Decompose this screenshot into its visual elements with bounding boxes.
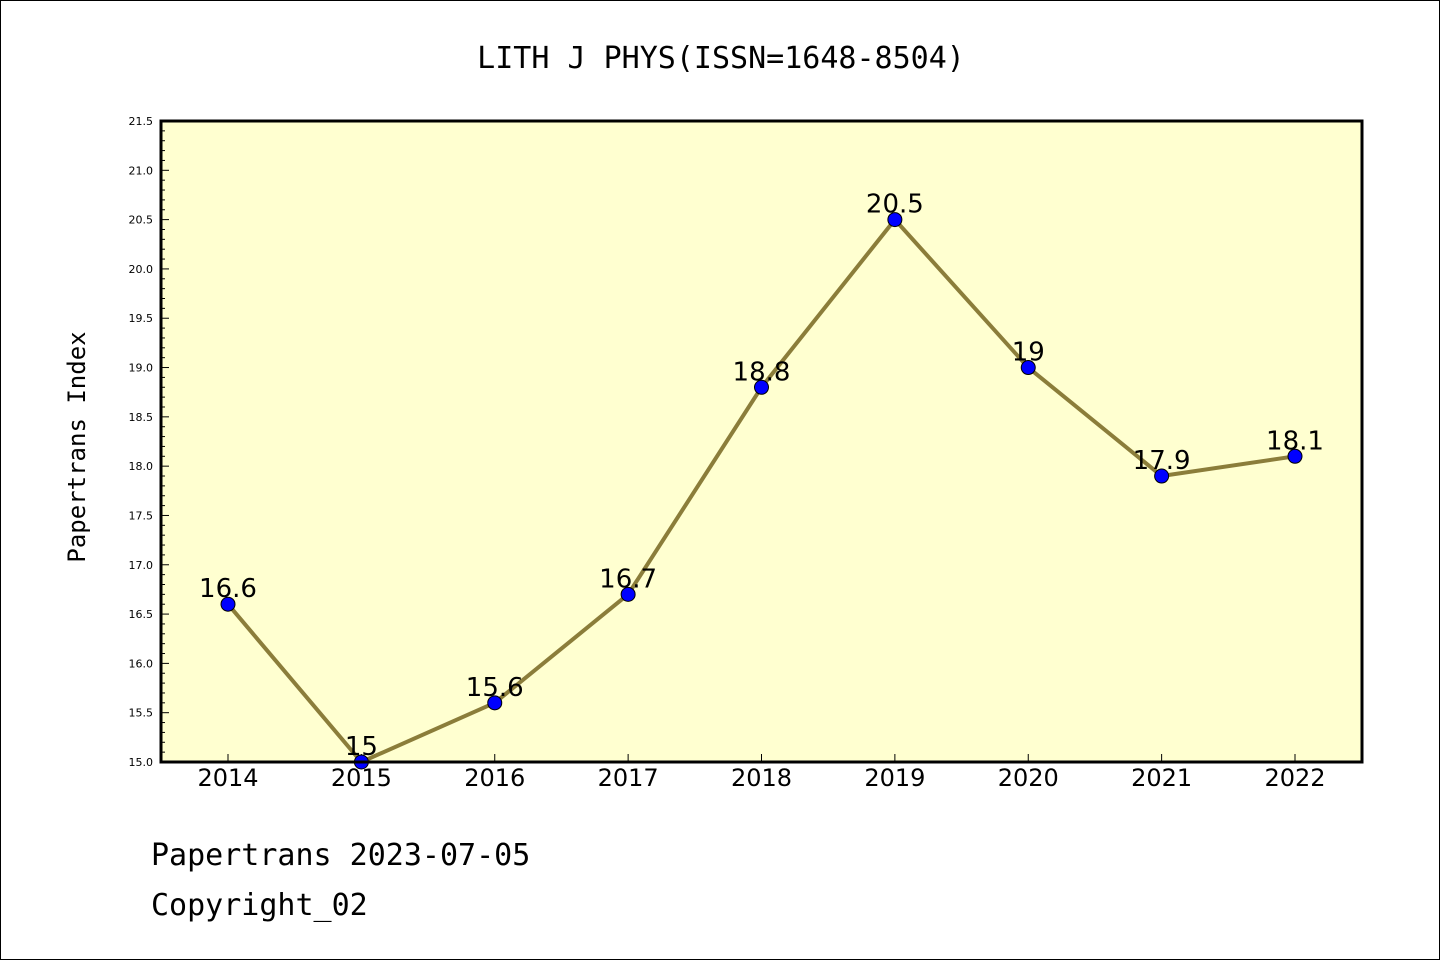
data-point-marker — [887, 212, 903, 228]
data-label: 20.5 — [866, 190, 924, 220]
x-tick-label: 2017 — [598, 764, 659, 792]
data-point-marker — [1020, 360, 1036, 376]
data-point-marker — [620, 586, 636, 602]
x-axis: 2014 2015 2016 2017 2018 2019 2020 2021 2022 — [197, 754, 1326, 792]
y-tick-label: 18.0 — [129, 460, 154, 473]
y-tick-label: 15.0 — [129, 756, 154, 769]
x-tick-label: 2014 — [197, 764, 258, 792]
x-tick-label: 2018 — [731, 764, 792, 792]
footer-source: Papertrans 2023-07-05 — [151, 838, 530, 873]
x-tick-label: 2020 — [998, 764, 1059, 792]
y-axis: 15.0 15.5 16.0 16.5 17.0 17.5 18.0 18.5 19.0 19.5… — [129, 115, 169, 769]
data-label: 17.9 — [1133, 446, 1191, 476]
data-label: 16.6 — [199, 574, 257, 604]
data-point-marker — [487, 695, 503, 711]
data-label: 18.8 — [733, 357, 791, 387]
y-tick-label: 17.5 — [129, 509, 154, 522]
data-label: 15.6 — [466, 673, 524, 703]
data-point-marker — [220, 596, 236, 612]
data-point-marker — [1154, 468, 1170, 484]
y-tick-label: 17.0 — [129, 559, 154, 572]
y-tick-label: 19.5 — [129, 312, 154, 325]
y-tick-label: 21.5 — [129, 115, 154, 128]
data-labels: 16.6 15 15.6 16.7 18.8 20.5 19 17.9 18.1 — [199, 190, 1324, 762]
x-tick-label: 2022 — [1264, 764, 1325, 792]
x-tick-label: 2021 — [1131, 764, 1192, 792]
y-tick-label: 15.5 — [129, 707, 154, 720]
series-line-group — [220, 212, 1303, 770]
data-point-marker — [754, 379, 769, 395]
data-label: 18.1 — [1266, 426, 1324, 456]
chart-title: LITH J PHYS(ISSN=1648-8504) — [477, 41, 965, 76]
plot-border — [159, 119, 1364, 764]
data-label: 16.7 — [599, 564, 657, 594]
plot-area — [161, 121, 1362, 762]
y-tick-label: 16.5 — [129, 608, 154, 621]
x-tick-label: 2016 — [464, 764, 525, 792]
y-axis-label: Papertrans Index — [63, 331, 91, 562]
data-label: 15 — [345, 732, 378, 762]
y-tick-label: 19.0 — [129, 362, 154, 375]
data-point-marker — [1287, 448, 1303, 464]
y-tick-label: 16.0 — [129, 657, 154, 670]
footer-copyright: Copyright_02 — [151, 888, 368, 923]
x-tick-label: 2019 — [864, 764, 925, 792]
y-tick-label: 20.5 — [129, 214, 154, 227]
y-tick-label: 20.0 — [129, 263, 154, 276]
y-tick-label: 18.5 — [129, 411, 154, 424]
y-tick-label: 21.0 — [129, 164, 154, 177]
data-label: 19 — [1012, 338, 1045, 368]
